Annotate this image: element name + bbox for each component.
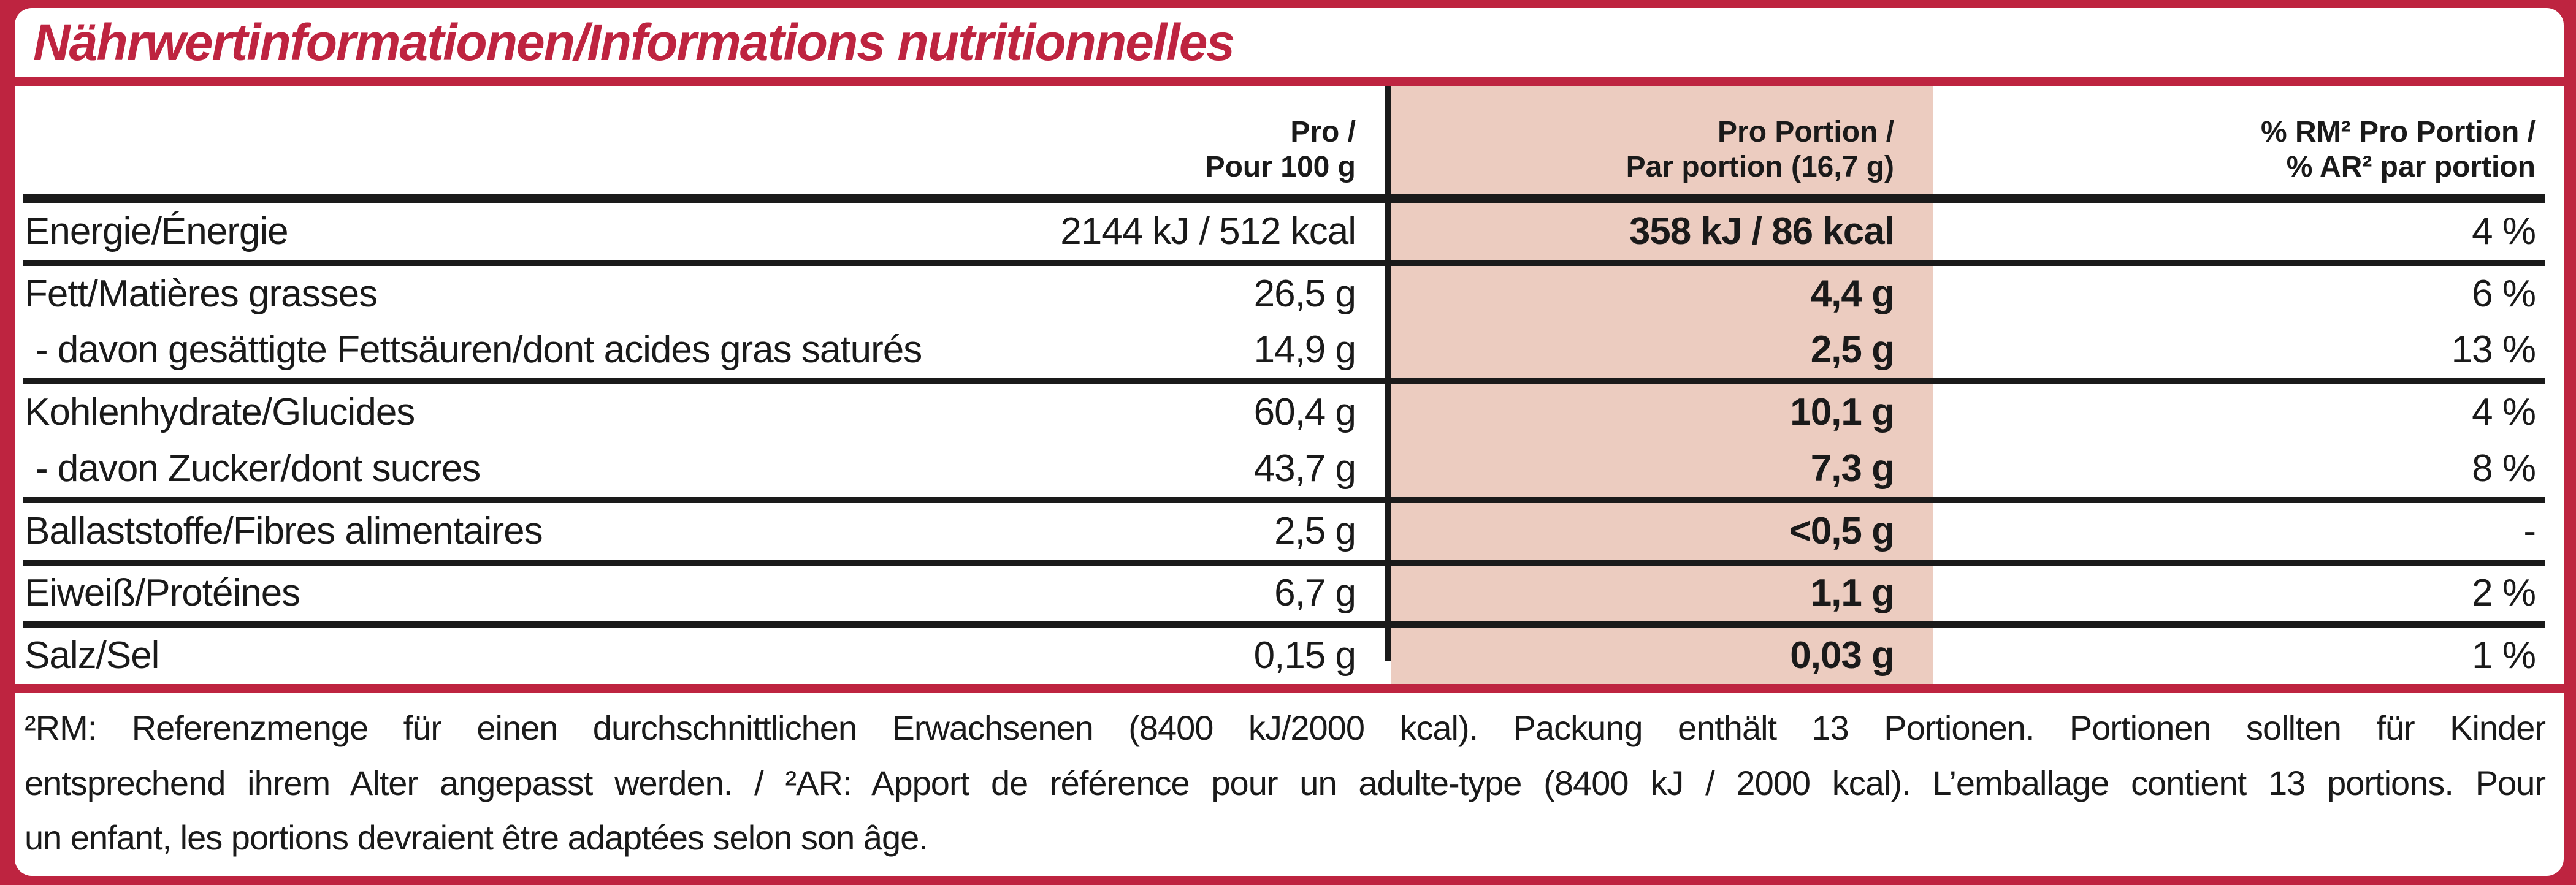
footnote-line-2: entsprechend ihrem Alter angepasst werde…	[25, 763, 2546, 802]
table-row-energy: Energie/Énergie 2144 kJ / 512 kcal 358 k…	[15, 203, 2564, 260]
per-portion-value: <0,5 g	[1789, 509, 1895, 552]
header-per-portion-line2: Par portion (16,7 g)	[1626, 151, 1894, 184]
reference-intake-value: -	[2523, 509, 2536, 552]
footnote: ²RM: Referenzmenge für einen durchschnit…	[15, 693, 2564, 865]
per-portion-value: 4,4 g	[1810, 272, 1895, 315]
per-100g-value: 60,4 g	[1253, 391, 1356, 434]
table-row-fat: Fett/Matières grasses 26,5 g 4,4 g 6 %	[15, 266, 2564, 322]
per-portion-value: 10,1 g	[1790, 391, 1895, 434]
per-100g-value: 43,7 g	[1253, 447, 1356, 490]
table-row-salt: Salz/Sel 0,15 g 0,03 g 1 %	[15, 628, 2564, 684]
row-separator-line	[23, 559, 2545, 566]
per-100g-value: 2144 kJ / 512 kcal	[1060, 210, 1356, 253]
row-label: Ballaststoffe/Fibres alimentaires	[25, 509, 543, 552]
per-100g-value: 6,7 g	[1274, 572, 1356, 615]
footnote-separator-rule	[15, 684, 2564, 693]
per-portion-value: 7,3 g	[1810, 447, 1895, 490]
per-portion-value: 0,03 g	[1790, 634, 1895, 677]
row-separator-line	[23, 259, 2545, 266]
per-100g-value: 14,9 g	[1253, 329, 1356, 371]
page-title: Nährwertinformationen/Informations nutri…	[33, 13, 1235, 71]
row-label: Salz/Sel	[25, 634, 159, 677]
header-reference-intake: % RM² Pro Portion / % AR² par portion	[1933, 115, 2564, 194]
table-header-row: Pro / Pour 100 g Pro Portion / Par porti…	[15, 86, 2564, 194]
per-100g-value: 0,15 g	[1253, 634, 1356, 677]
reference-intake-value: 6 %	[2472, 272, 2536, 315]
row-label: Fett/Matières grasses	[25, 272, 378, 315]
row-separator-line	[23, 496, 2545, 503]
row-label: - davon Zucker/dont sucres	[36, 447, 481, 490]
per-portion-value: 2,5 g	[1810, 329, 1895, 371]
header-per-portion-line1: Pro Portion /	[1718, 115, 1894, 148]
header-spacer	[15, 185, 1051, 194]
nutrition-table: Pro / Pour 100 g Pro Portion / Par porti…	[15, 86, 2564, 684]
table-row-saturates: - davon gesättigte Fettsäuren/dont acide…	[15, 322, 2564, 379]
reference-intake-value: 8 %	[2472, 447, 2536, 490]
header-per-100g: Pro / Pour 100 g	[1051, 115, 1391, 194]
per-portion-value: 358 kJ / 86 kcal	[1629, 210, 1895, 253]
per-100g-value: 26,5 g	[1253, 272, 1356, 315]
per-portion-value: 1,1 g	[1810, 572, 1895, 615]
column-divider-line	[1385, 86, 1391, 661]
table-row-protein: Eiweiß/Protéines 6,7 g 1,1 g 2 %	[15, 566, 2564, 622]
footnote-line-1: ²RM: Referenzmenge für einen durchschnit…	[25, 708, 2546, 747]
header-per-100g-line1: Pro /	[1290, 115, 1356, 148]
row-separator-line	[23, 378, 2545, 385]
reference-intake-value: 4 %	[2472, 210, 2536, 253]
title-underline-rule	[15, 77, 2564, 86]
table-row-sugars: - davon Zucker/dont sucres 43,7 g 7,3 g …	[15, 441, 2564, 497]
reference-intake-value: 4 %	[2472, 391, 2536, 434]
header-reference-intake-line1: % RM² Pro Portion /	[2261, 115, 2536, 148]
header-separator-line	[23, 194, 2545, 203]
title-band: Nährwertinformationen/Informations nutri…	[15, 8, 2564, 77]
row-label: Eiweiß/Protéines	[25, 572, 300, 615]
row-label: Energie/Énergie	[25, 210, 289, 253]
footnote-line-3: un enfant, les portions devraient être a…	[25, 818, 928, 857]
row-label: - davon gesättigte Fettsäuren/dont acide…	[36, 329, 922, 371]
reference-intake-value: 2 %	[2472, 572, 2536, 615]
header-reference-intake-line2: % AR² par portion	[2286, 151, 2536, 184]
per-100g-value: 2,5 g	[1274, 509, 1356, 552]
table-row-fibre: Ballaststoffe/Fibres alimentaires 2,5 g …	[15, 503, 2564, 560]
reference-intake-value: 13 %	[2451, 329, 2536, 371]
row-separator-line	[23, 621, 2545, 628]
row-label: Kohlenhydrate/Glucides	[25, 391, 415, 434]
table-body: Pro / Pour 100 g Pro Portion / Par porti…	[15, 86, 2564, 684]
header-per-100g-line2: Pour 100 g	[1205, 151, 1356, 184]
table-row-carbohydrate: Kohlenhydrate/Glucides 60,4 g 10,1 g 4 %	[15, 384, 2564, 441]
nutrition-label-inner: Nährwertinformationen/Informations nutri…	[15, 8, 2564, 876]
portion-column-highlight	[1391, 86, 1933, 684]
reference-intake-value: 1 %	[2472, 634, 2536, 677]
header-per-portion: Pro Portion / Par portion (16,7 g)	[1391, 115, 1933, 194]
